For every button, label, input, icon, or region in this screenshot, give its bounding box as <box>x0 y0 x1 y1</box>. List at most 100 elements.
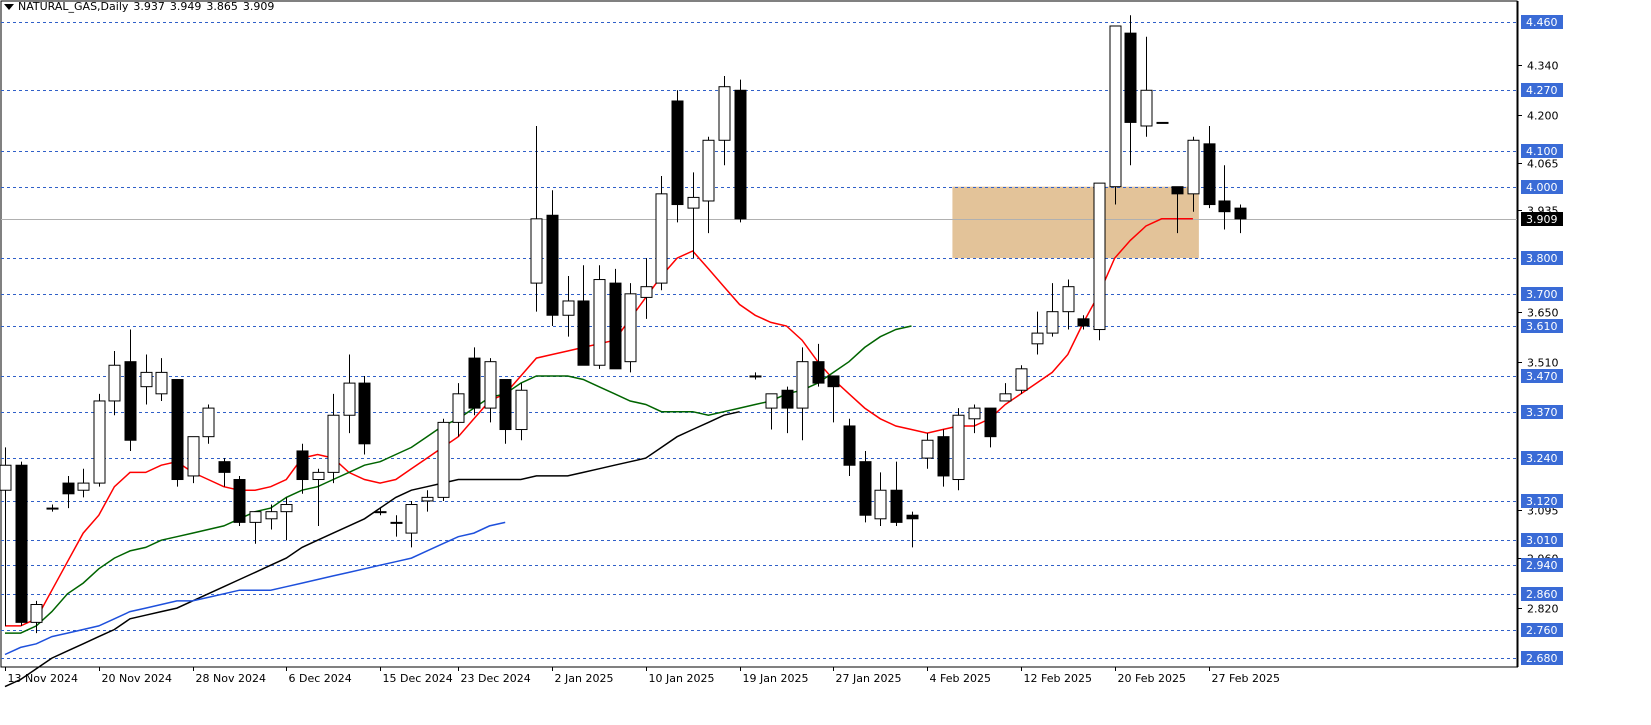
candle[interactable] <box>468 347 481 416</box>
candle[interactable] <box>233 475 246 526</box>
candle[interactable] <box>452 383 465 437</box>
candle[interactable] <box>140 354 153 405</box>
candle[interactable] <box>921 433 934 469</box>
candle[interactable] <box>1187 136 1200 212</box>
candle[interactable] <box>249 511 262 544</box>
candle[interactable] <box>327 393 340 484</box>
candle[interactable] <box>1062 279 1075 330</box>
candle[interactable] <box>655 175 668 291</box>
moving-average-line[interactable] <box>4 410 740 688</box>
candle[interactable] <box>1077 315 1090 330</box>
candle[interactable] <box>546 190 559 326</box>
level-price-tag <box>1521 83 1563 97</box>
candle[interactable] <box>124 329 137 451</box>
candle[interactable] <box>405 500 418 548</box>
candle[interactable] <box>827 375 840 423</box>
candle[interactable] <box>62 475 75 509</box>
candle[interactable] <box>280 497 293 541</box>
candle[interactable] <box>390 515 403 537</box>
candle-body-down <box>1077 318 1090 327</box>
candle[interactable] <box>1046 283 1059 337</box>
candle[interactable] <box>187 436 200 484</box>
candle[interactable] <box>1203 125 1216 209</box>
candle[interactable] <box>15 461 28 626</box>
candle[interactable] <box>499 379 512 444</box>
candle-body-down <box>546 214 559 316</box>
candle[interactable] <box>46 504 59 512</box>
candle[interactable] <box>358 375 371 455</box>
candle[interactable] <box>577 265 590 366</box>
candle[interactable] <box>296 443 309 494</box>
candle[interactable] <box>1093 182 1106 341</box>
candle[interactable] <box>171 379 184 487</box>
candle[interactable] <box>1015 365 1028 394</box>
candle[interactable] <box>108 350 121 416</box>
candle[interactable] <box>952 408 965 491</box>
candle[interactable] <box>796 347 809 441</box>
candle-body-up <box>140 371 153 388</box>
candle[interactable] <box>515 383 528 441</box>
time-tick-label: 28 Nov 2024 <box>196 672 266 685</box>
candle-body-down <box>781 389 794 409</box>
candle[interactable] <box>77 468 90 498</box>
candle[interactable] <box>562 275 575 337</box>
candle[interactable] <box>530 125 543 312</box>
candle[interactable] <box>640 258 653 319</box>
candle[interactable] <box>999 383 1012 402</box>
candle[interactable] <box>718 75 731 166</box>
time-tick-label: 15 Dec 2024 <box>383 672 453 685</box>
candle[interactable] <box>218 458 231 487</box>
candle[interactable] <box>781 386 794 434</box>
candle[interactable] <box>1218 165 1231 230</box>
candle[interactable] <box>155 358 168 401</box>
candle[interactable] <box>421 490 434 512</box>
candle[interactable] <box>734 79 747 223</box>
candle[interactable] <box>984 407 997 448</box>
candle[interactable] <box>1140 36 1153 137</box>
candle[interactable] <box>609 268 622 370</box>
candle[interactable] <box>843 418 856 476</box>
candle[interactable] <box>812 343 825 387</box>
candle-body-down <box>171 379 184 481</box>
candle[interactable] <box>265 504 278 530</box>
candle[interactable] <box>937 429 950 487</box>
candle[interactable] <box>437 418 450 501</box>
candle[interactable] <box>874 472 887 526</box>
candle[interactable] <box>859 450 872 523</box>
moving-average-line[interactable] <box>4 521 506 656</box>
candle[interactable] <box>1031 311 1044 355</box>
candle[interactable] <box>749 372 762 380</box>
candle[interactable] <box>1109 25 1122 205</box>
candle[interactable] <box>890 461 903 526</box>
candle[interactable] <box>312 468 325 526</box>
price-tick-label: 3.510 <box>1527 357 1559 370</box>
price-tick-label: 3.650 <box>1527 307 1559 320</box>
candle[interactable] <box>1234 204 1247 234</box>
time-tick-label: 23 Dec 2024 <box>461 672 531 685</box>
candle[interactable] <box>0 447 12 626</box>
candle[interactable] <box>93 393 106 487</box>
triangle-down-icon[interactable] <box>4 3 14 10</box>
candle[interactable] <box>624 283 637 373</box>
candle[interactable] <box>593 265 606 369</box>
candle[interactable] <box>374 508 387 516</box>
candle[interactable] <box>906 511 919 548</box>
candle[interactable] <box>202 404 215 444</box>
candle[interactable] <box>343 354 356 434</box>
candle[interactable] <box>687 172 700 259</box>
candle[interactable] <box>702 136 715 234</box>
candle-body-up <box>484 361 497 409</box>
time-tick-label: 2 Jan 2025 <box>555 672 614 685</box>
candle[interactable] <box>1171 186 1184 234</box>
candle-body-up <box>155 371 168 395</box>
candle[interactable] <box>1156 121 1169 124</box>
candle[interactable] <box>968 404 981 434</box>
candle[interactable] <box>671 90 684 223</box>
candle-body-up <box>280 504 293 513</box>
candle[interactable] <box>1124 15 1137 166</box>
candle[interactable] <box>484 358 497 423</box>
candle[interactable] <box>30 600 43 634</box>
time-tick-label: 10 Jan 2025 <box>649 672 715 685</box>
candle[interactable] <box>765 393 778 430</box>
